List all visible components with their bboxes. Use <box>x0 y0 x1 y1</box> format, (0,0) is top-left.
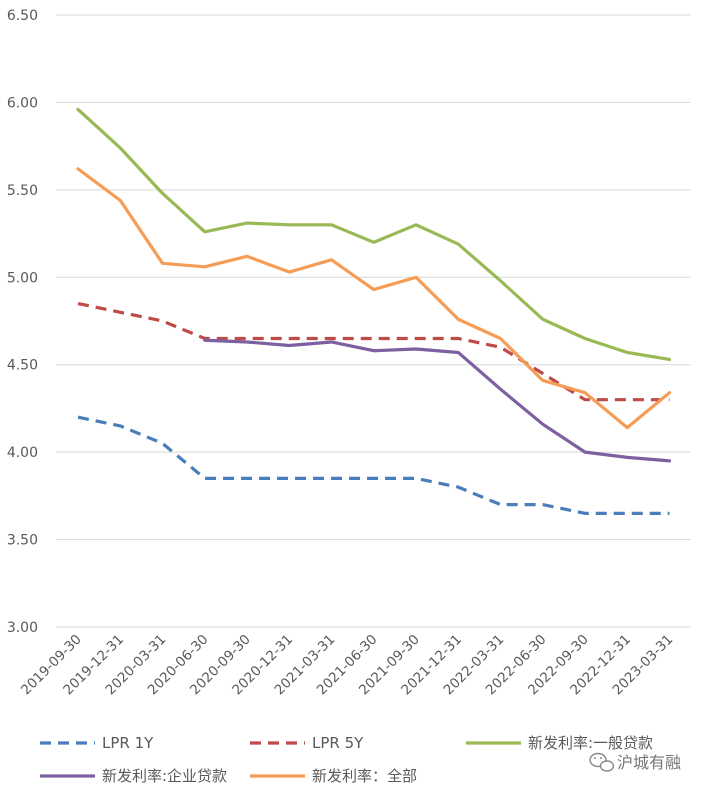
watermark-text: 沪城有融 <box>617 753 681 772</box>
legend-label: 新发利率:一般贷款 <box>528 734 653 752</box>
y-tick-label: 6.00 <box>7 95 38 111</box>
legend-label: LPR 1Y <box>102 734 154 752</box>
watermark: 沪城有融 <box>589 752 681 772</box>
series-line-0 <box>77 415 670 515</box>
series-line-2 <box>76 107 672 362</box>
legend-label: 新发利率:企业贷款 <box>102 767 227 785</box>
series-line-4 <box>76 167 672 430</box>
y-tick-label: 4.50 <box>7 358 38 374</box>
wechat-icon <box>589 752 615 772</box>
series-lines <box>76 107 672 515</box>
gridlines <box>56 14 691 628</box>
series-line-1 <box>77 301 670 402</box>
y-axis: 3.00 3.50 4.00 4.50 5.00 5.50 6.00 6.50 <box>7 8 38 636</box>
y-tick-label: 3.50 <box>7 533 38 549</box>
legend-label: 新发利率：全部 <box>312 767 417 785</box>
legend-label: LPR 5Y <box>312 734 364 752</box>
y-tick-label: 6.50 <box>7 8 38 24</box>
series-line-3 <box>203 338 672 463</box>
y-tick-label: 3.00 <box>7 620 38 636</box>
y-tick-label: 4.00 <box>7 445 38 461</box>
y-tick-label: 5.00 <box>7 270 38 286</box>
x-axis: 2019-09-302019-12-312020-03-312020-06-30… <box>18 632 676 699</box>
y-tick-label: 5.50 <box>7 183 38 199</box>
